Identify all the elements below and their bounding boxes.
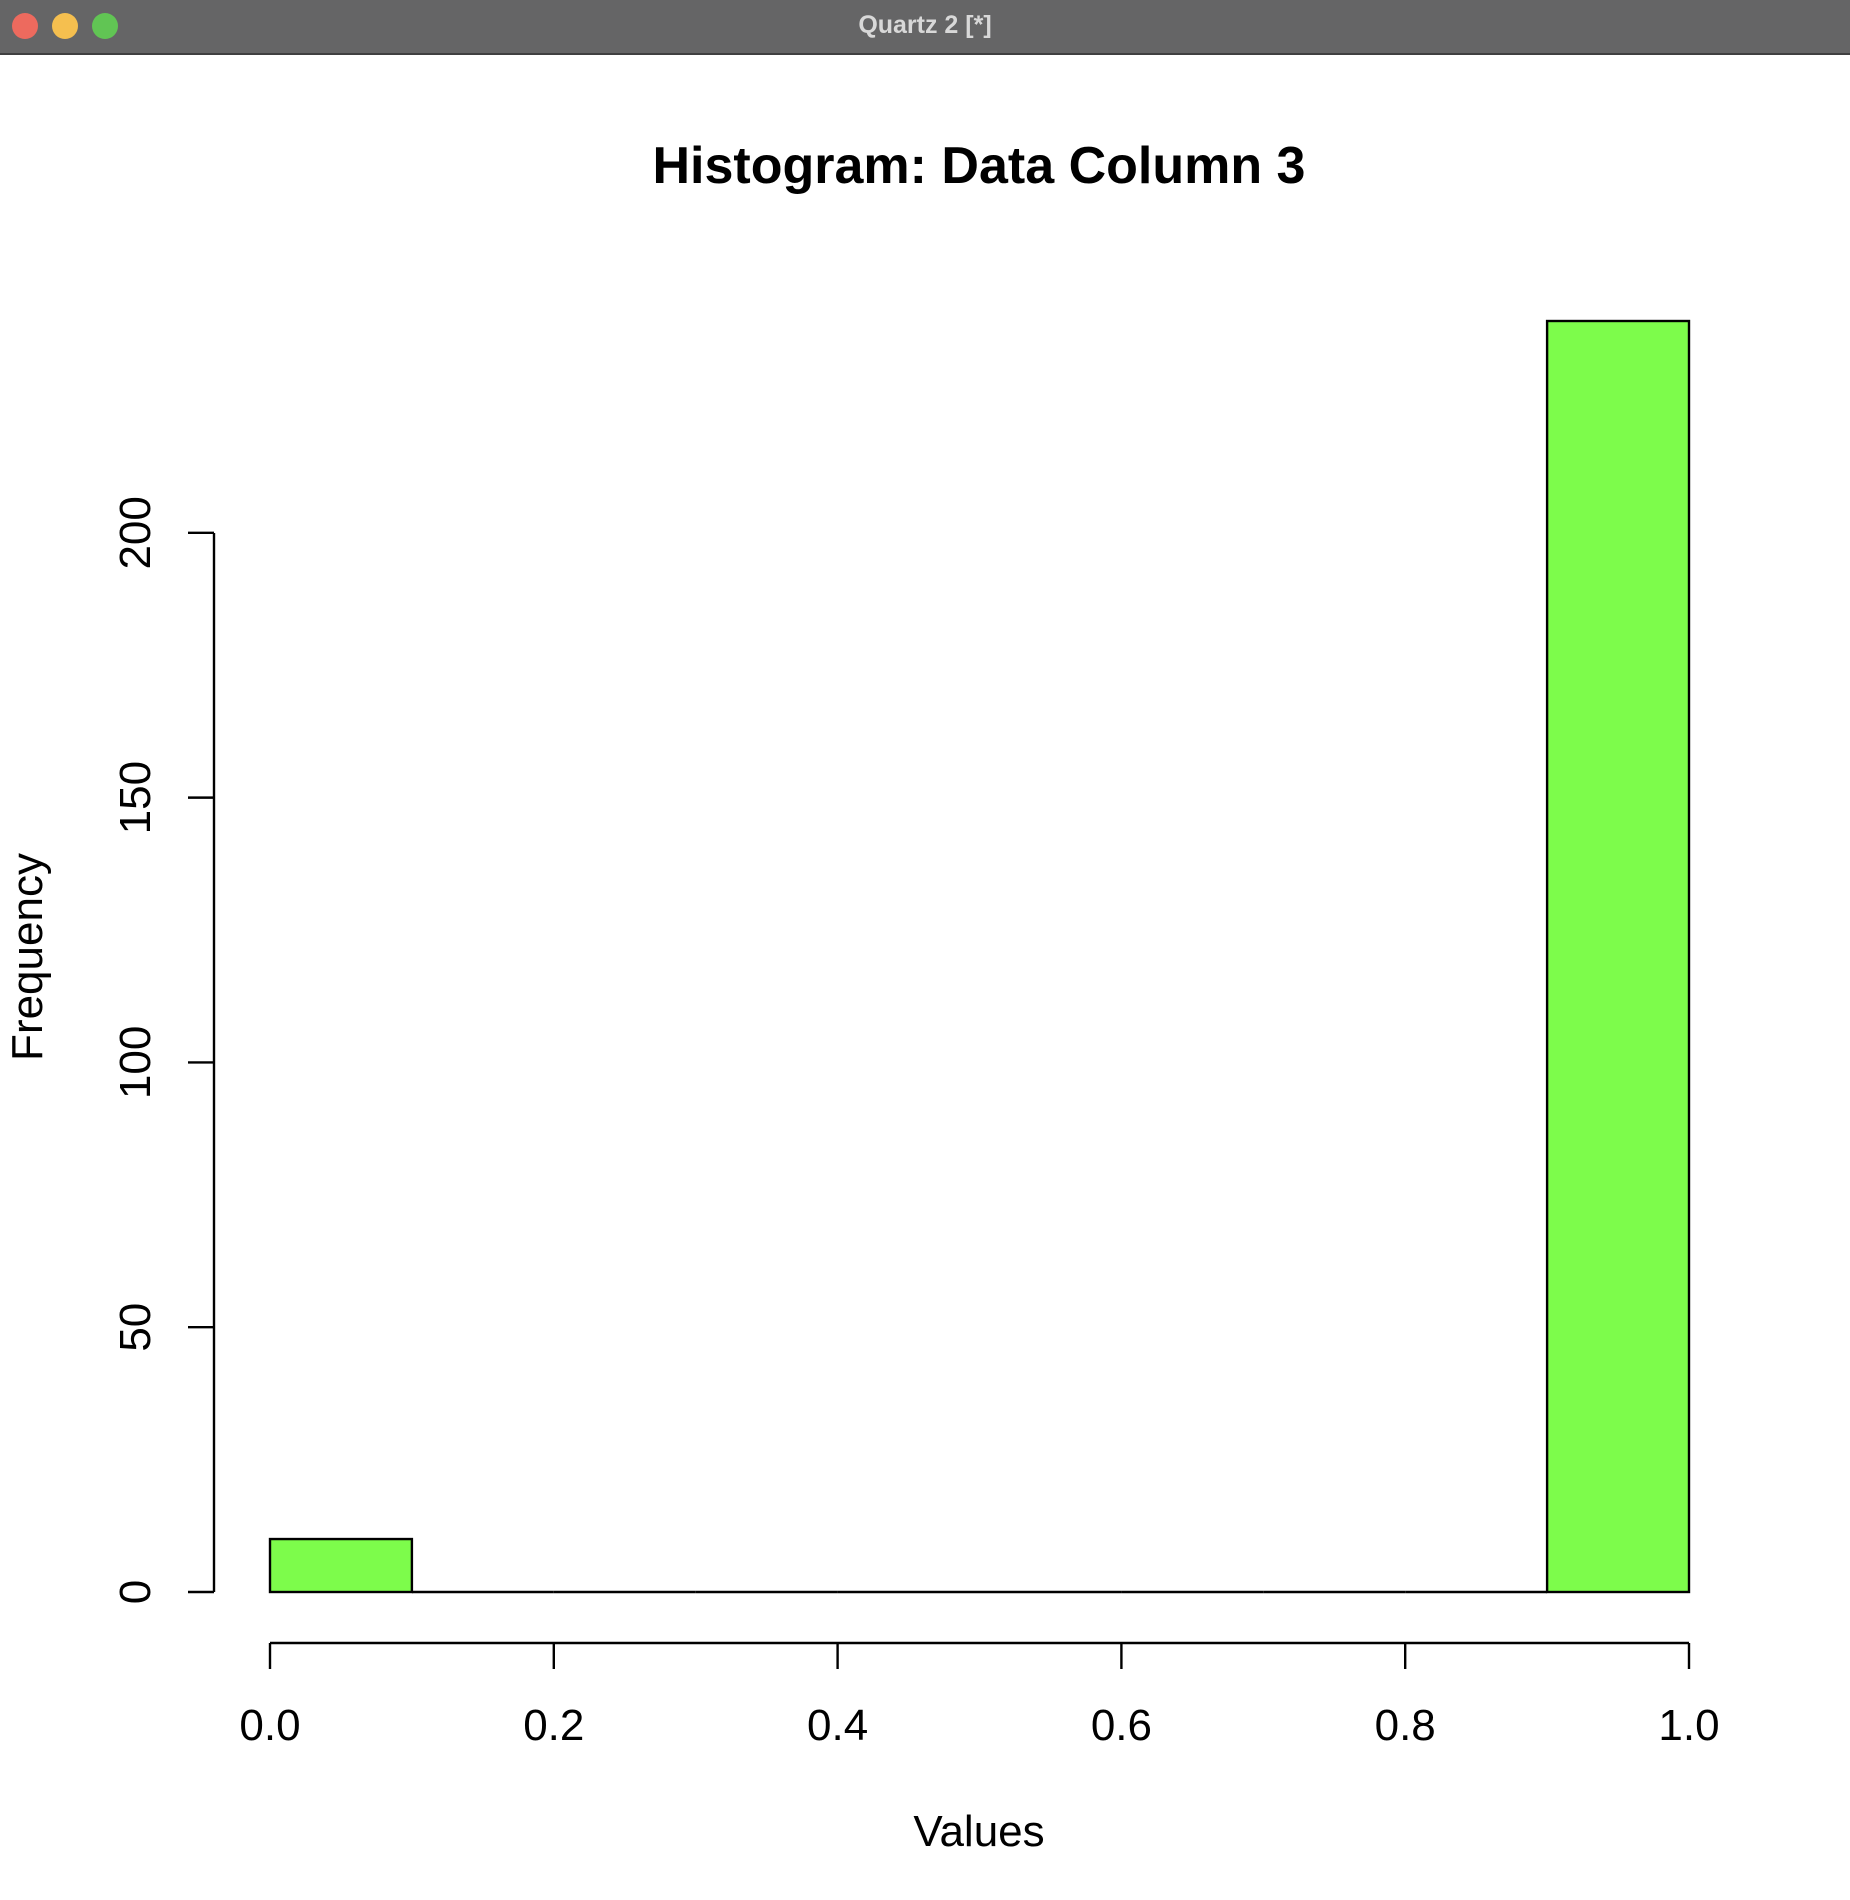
y-tick-label-3: 150 [111, 761, 160, 834]
x-tick-label-2: 0.4 [807, 1701, 868, 1750]
histogram-plot: Histogram: Data Column 3 0 50 100 150 200 0.… [3, 137, 1720, 1856]
zoom-button[interactable] [92, 13, 118, 39]
x-axis-label: Values [913, 1807, 1044, 1856]
y-axis-label: Frequency [3, 853, 52, 1061]
title-bar[interactable]: Quartz 2 [*] [0, 0, 1850, 55]
histogram-bars [268, 319, 1691, 1594]
y-tick-label-1: 50 [111, 1303, 160, 1352]
histogram-bar-9 [1545, 319, 1691, 1594]
x-tick-label-4: 0.8 [1375, 1701, 1436, 1750]
x-axis-ticks: 0.0 0.2 0.4 0.6 0.8 1.0 [239, 1643, 1720, 1750]
x-tick-label-0: 0.0 [239, 1701, 300, 1750]
chart-title: Histogram: Data Column 3 [653, 137, 1306, 195]
y-tick-label-0: 0 [111, 1580, 160, 1604]
y-axis-ticks: 0 50 100 150 200 [111, 496, 214, 1604]
x-tick-label-3: 0.6 [1091, 1701, 1152, 1750]
x-tick-label-5: 1.0 [1658, 1701, 1719, 1750]
y-tick-label-2: 100 [111, 1026, 160, 1099]
histogram-bar-0 [268, 1537, 414, 1594]
y-tick-label-4: 200 [111, 496, 160, 569]
window-title: Quartz 2 [*] [858, 11, 992, 39]
x-tick-label-1: 0.2 [523, 1701, 584, 1750]
minimize-button[interactable] [52, 13, 78, 39]
close-button[interactable] [12, 13, 38, 39]
